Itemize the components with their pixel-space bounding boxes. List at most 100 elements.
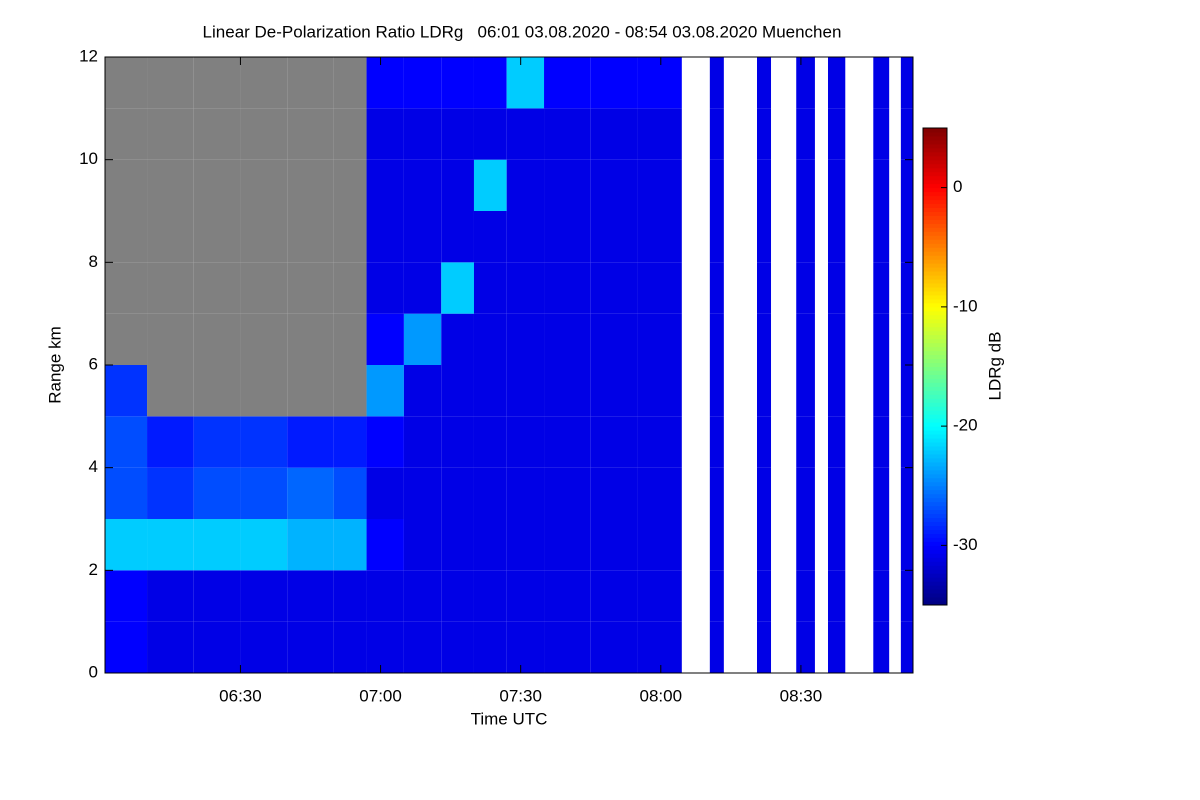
masked-cell [193,262,241,314]
colorbar-segment [923,374,947,379]
colorbar-segment [923,326,947,332]
heatmap-cell [827,621,846,673]
heatmap-cell [473,159,507,211]
colorbar-segment [923,525,947,530]
colorbar-frame [922,127,948,606]
heatmap-cell [105,519,148,571]
heatmap-cell [900,159,913,211]
colorbar-tick-label: -30 [953,535,978,554]
heatmap-cell [506,211,545,263]
masked-cell [287,57,334,109]
heatmap-cell [366,262,404,314]
x-tick-label: 08:00 [640,686,683,705]
heatmap-cell [757,159,772,211]
heatmap-cell [637,519,682,571]
heatmap-cell [506,570,545,622]
heatmap-cell [590,467,638,519]
colorbar-segment [923,446,947,451]
heatmap-cell [827,365,846,417]
heatmap-cell [506,313,545,365]
heatmap-cell [709,621,724,673]
heatmap-cell [709,313,724,365]
heatmap-cell [873,262,890,314]
heatmap-cell [403,467,442,519]
masked-cell [333,262,367,314]
heatmap-cell [473,313,507,365]
heatmap-cell [637,313,682,365]
heatmap-cell [441,159,474,211]
colorbar-segment [923,283,947,288]
heatmap-cell [796,313,815,365]
colorbar-segment [923,541,947,546]
heatmap-cell [873,211,890,263]
heatmap-cell [147,570,194,622]
heatmap-cell [105,621,148,673]
colorbar-segment [923,195,947,201]
heatmap-cell [366,570,404,622]
masked-cell [287,365,334,417]
colorbar-segment [923,457,947,463]
colorbar-segment [923,589,947,594]
y-tick-label: 4 [89,457,98,476]
heatmap-cell [757,467,772,519]
heatmap-cell [473,621,507,673]
heatmap-cell [193,467,241,519]
colorbar-segment [923,569,947,574]
heatmap-cell [506,108,545,160]
heatmap-cell [240,467,288,519]
heatmap-cell [900,467,913,519]
colorbar-segment [923,438,947,443]
colorbar-segment [923,505,947,511]
colorbar-segment [923,390,947,395]
heatmap-cell [403,313,442,365]
heatmap-cell [873,108,890,160]
colorbar-segment [923,453,947,459]
heatmap-cell [287,570,334,622]
colorbar-segment [923,382,947,387]
heatmap-cell [403,57,442,109]
heatmap-cell [900,57,913,109]
heatmap-cell [827,159,846,211]
heatmap-cell [544,159,591,211]
colorbar-segment [923,533,947,538]
heatmap-cell [827,57,846,109]
heatmap-cell [441,57,474,109]
heatmap-cell [590,365,638,417]
heatmap-cell [403,108,442,160]
heatmap-cell [757,570,772,622]
heatmap-cell [796,108,815,160]
colorbar-segment [923,434,947,439]
masked-cell [193,159,241,211]
heatmap-cell [147,416,194,468]
heatmap-cell [873,570,890,622]
colorbar-segment [923,485,947,491]
heatmap-cell [900,365,913,417]
y-tick-label: 12 [79,46,98,65]
heatmap-cell [757,313,772,365]
heatmap-cell [441,416,474,468]
heatmap-cell [590,159,638,211]
heatmap-cell [900,313,913,365]
heatmap-cell [333,519,367,571]
heatmap-cell [709,365,724,417]
heatmap-cell [544,57,591,109]
heatmap-cell [506,262,545,314]
colorbar-segment [923,513,947,519]
heatmap-cell [366,57,404,109]
colorbar-segment [923,183,947,189]
colorbar-segment [923,235,947,240]
heatmap-cell [796,416,815,468]
colorbar-segment [923,147,947,153]
colorbar-segment [923,509,947,515]
y-tick-label: 8 [89,252,98,271]
heatmap-cell [827,570,846,622]
heatmap-cell [366,313,404,365]
colorbar-segment [923,211,947,216]
heatmap-cell [709,416,724,468]
colorbar-segment [923,199,947,205]
colorbar-segment [923,223,947,228]
masked-cell [193,108,241,160]
colorbar-segment [923,537,947,542]
colorbar-segment [923,128,947,133]
colorbar-segment [923,430,947,435]
